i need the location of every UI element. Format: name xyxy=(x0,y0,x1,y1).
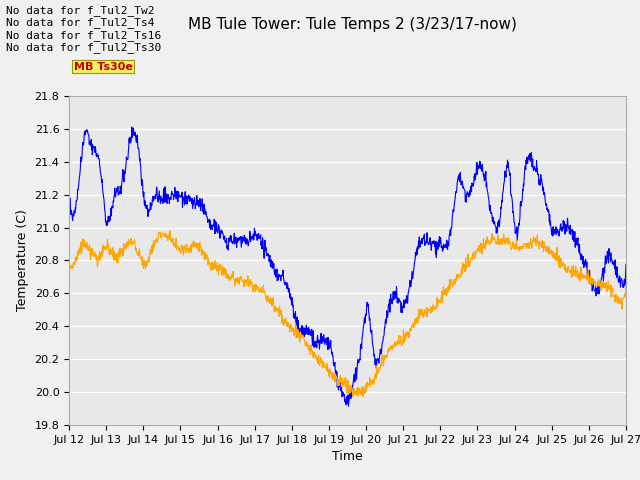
Tul2_Ts-8 xyxy=(435,300,442,305)
Tul2_Ts-8 xyxy=(557,262,564,267)
Tul2_Ts-8 xyxy=(252,281,259,287)
Text: MB Ts30e: MB Ts30e xyxy=(74,61,132,72)
Y-axis label: Temperature (C): Temperature (C) xyxy=(16,209,29,312)
Tul2_Ts-8 xyxy=(176,248,184,254)
Legend: Tul2_Ts-2, Tul2_Ts-8: Tul2_Ts-2, Tul2_Ts-8 xyxy=(233,478,462,480)
Tul2_Ts-2 xyxy=(435,237,442,243)
Text: MB Tule Tower: Tule Temps 2 (3/23/17-now): MB Tule Tower: Tule Temps 2 (3/23/17-now… xyxy=(188,17,516,32)
X-axis label: Time: Time xyxy=(332,450,363,463)
Tul2_Ts-8 xyxy=(622,281,630,287)
Text: No data for f_Tul2_Tw2
No data for f_Tul2_Ts4
No data for f_Tul2_Ts16
No data fo: No data for f_Tul2_Tw2 No data for f_Tul… xyxy=(6,5,162,53)
Tul2_Ts-2 xyxy=(128,124,136,130)
Tul2_Ts-2 xyxy=(557,221,564,227)
Line: Tul2_Ts-2: Tul2_Ts-2 xyxy=(69,127,626,406)
Tul2_Ts-8 xyxy=(349,394,357,400)
Tul2_Ts-2 xyxy=(345,403,353,409)
Tul2_Ts-8 xyxy=(166,228,174,234)
Tul2_Ts-8 xyxy=(508,247,515,253)
Tul2_Ts-2 xyxy=(176,192,184,198)
Line: Tul2_Ts-8: Tul2_Ts-8 xyxy=(69,231,626,397)
Tul2_Ts-2 xyxy=(252,232,259,238)
Tul2_Ts-2 xyxy=(65,188,73,194)
Tul2_Ts-8 xyxy=(189,238,197,244)
Tul2_Ts-2 xyxy=(508,192,515,198)
Tul2_Ts-8 xyxy=(65,265,73,271)
Tul2_Ts-2 xyxy=(622,262,630,267)
Tul2_Ts-2 xyxy=(189,202,197,208)
